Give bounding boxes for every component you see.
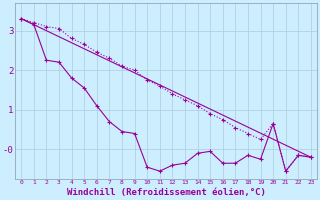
X-axis label: Windchill (Refroidissement éolien,°C): Windchill (Refroidissement éolien,°C)	[67, 188, 266, 197]
